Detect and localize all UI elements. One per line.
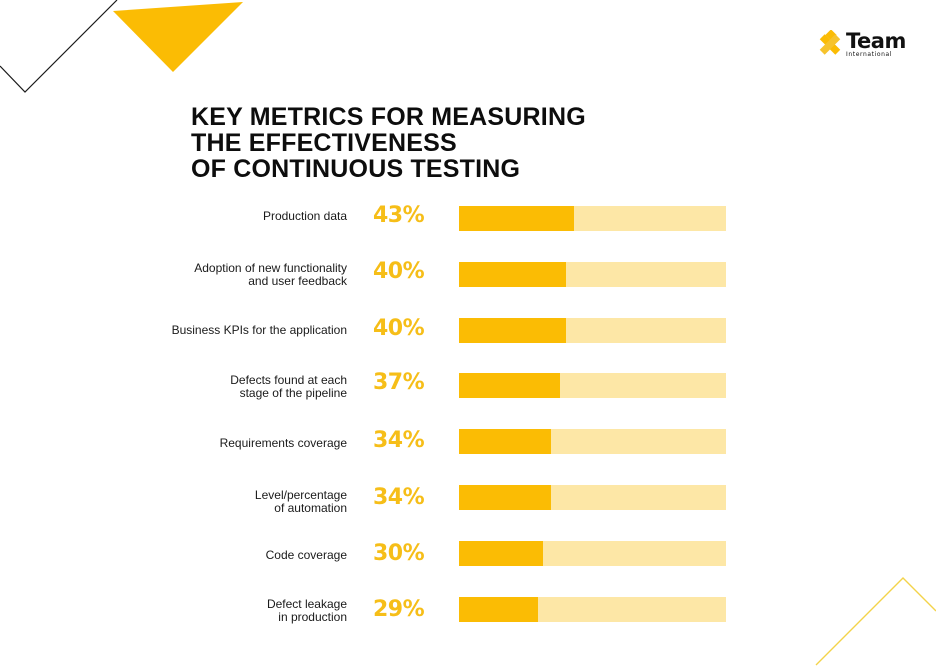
- metric-label-line: Defect leakage: [266, 597, 347, 611]
- percent-value: 40%: [373, 259, 425, 284]
- metric-label: Business KPIs for the application: [127, 324, 347, 337]
- percent-value: 37%: [373, 370, 425, 395]
- metric-label: Production data: [127, 210, 347, 223]
- bar-track: [459, 262, 726, 287]
- brand-logo: Team International: [818, 30, 906, 58]
- metric-label-line: stage of the pipeline: [239, 385, 347, 400]
- bar-track: [459, 541, 726, 566]
- bar-fill: [459, 318, 566, 343]
- title-line-3: OF CONTINUOUS TESTING: [191, 155, 521, 183]
- metric-label: Defects found at each stage of the pipel…: [127, 374, 347, 399]
- bar-track: [459, 429, 726, 454]
- metric-label: Level/percentage of automation: [127, 489, 347, 514]
- percent-value: 34%: [373, 485, 425, 510]
- chart-row: Defect leakage in production 29%: [0, 582, 936, 638]
- bar-track: [459, 597, 726, 622]
- bar-track: [459, 485, 726, 510]
- metric-label-line: of automation: [274, 500, 347, 515]
- percent-value: 30%: [373, 541, 425, 566]
- bar-fill: [459, 597, 538, 622]
- metric-label: Adoption of new functionality and user f…: [127, 262, 347, 287]
- bar-track: [459, 206, 726, 231]
- percent-value: 29%: [373, 597, 425, 622]
- chart-row: Adoption of new functionality and user f…: [0, 246, 936, 302]
- metric-label: Defect leakage in production: [127, 598, 347, 623]
- metric-label-line: Level/percentage: [254, 488, 347, 502]
- chart-row: Defects found at each stage of the pipel…: [0, 358, 936, 414]
- title-line-2: THE EFFECTIVENESS: [191, 129, 457, 157]
- bar-track: [459, 373, 726, 398]
- chart-row: Production data 43%: [0, 190, 936, 246]
- bar-fill: [459, 541, 544, 566]
- percent-value: 34%: [373, 428, 425, 453]
- metric-label-line: Defects found at each: [230, 373, 347, 387]
- chart-row: Requirements coverage 34%: [0, 414, 936, 470]
- logo-x-icon: [819, 30, 841, 55]
- chart-row: Code coverage 30%: [0, 526, 936, 582]
- bottom-right-chevron-line: [815, 577, 936, 666]
- metric-label: Code coverage: [127, 549, 347, 562]
- top-left-chevron-line: [0, 0, 118, 93]
- logo-subtitle: International: [846, 50, 893, 58]
- metric-label-line: Business KPIs for the application: [171, 323, 347, 337]
- chart-row: Business KPIs for the application 40%: [0, 302, 936, 358]
- page-title: KEY METRICS FOR MEASURING THE EFFECTIVEN…: [191, 104, 586, 182]
- top-yellow-triangle: [113, 2, 243, 72]
- chart-row: Level/percentage of automation 34%: [0, 470, 936, 526]
- percent-value: 40%: [373, 316, 425, 341]
- metric-label-line: Requirements coverage: [219, 436, 347, 450]
- metric-label-line: Code coverage: [265, 548, 347, 562]
- bar-fill: [459, 429, 552, 454]
- metric-label-line: in production: [278, 609, 347, 624]
- metric-label-line: and user feedback: [248, 273, 347, 288]
- bar-track: [459, 318, 726, 343]
- bar-fill: [459, 206, 574, 231]
- percent-value: 43%: [373, 203, 425, 228]
- title-line-1: KEY METRICS FOR MEASURING: [191, 103, 586, 131]
- metric-label: Requirements coverage: [127, 437, 347, 450]
- bar-fill: [459, 373, 561, 398]
- bar-fill: [459, 262, 566, 287]
- metric-label-line: Adoption of new functionality: [194, 261, 347, 275]
- bar-fill: [459, 485, 552, 510]
- metric-label-line: Production data: [262, 209, 347, 223]
- logo-name: Team: [846, 28, 906, 53]
